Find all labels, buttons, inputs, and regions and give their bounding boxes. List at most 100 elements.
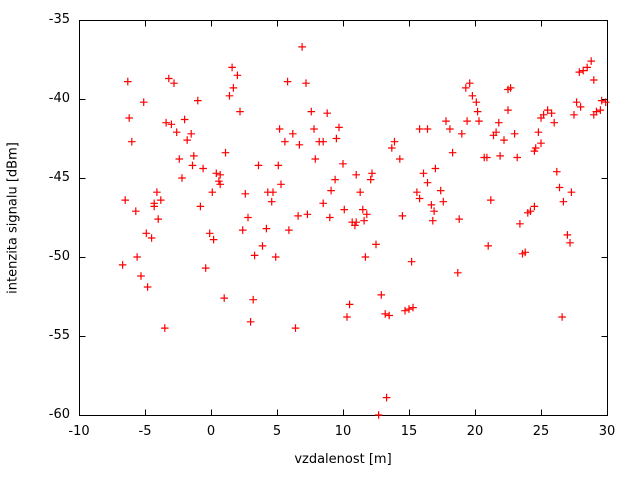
data-point-marker: [352, 171, 360, 179]
data-point-marker: [246, 318, 255, 326]
data-point-marker: [118, 261, 127, 269]
data-point-marker: [143, 283, 152, 291]
data-point-marker: [310, 125, 318, 133]
data-point-marker: [484, 242, 492, 250]
data-point-marker: [473, 107, 482, 116]
data-point-marker: [356, 188, 364, 196]
data-point-marker: [388, 144, 396, 152]
data-point-marker: [212, 169, 221, 178]
data-point-marker: [534, 128, 543, 136]
data-point-marker: [596, 106, 605, 114]
data-point-marker: [216, 180, 224, 189]
data-point-marker: [475, 117, 483, 125]
data-point-marker: [366, 175, 375, 184]
data-point-marker: [311, 155, 320, 163]
y-tick-label: -35: [48, 12, 70, 27]
data-point-marker: [407, 257, 416, 266]
data-point-marker: [175, 155, 184, 163]
data-point-marker: [463, 117, 471, 125]
data-point-marker: [567, 188, 576, 196]
data-point-marker: [298, 43, 306, 51]
data-point-marker: [196, 202, 205, 211]
data-point-marker: [489, 131, 498, 140]
data-point-marker: [566, 239, 574, 247]
data-point-marker: [153, 188, 161, 196]
data-point-marker: [431, 164, 440, 173]
data-point-marker: [572, 98, 581, 106]
data-point-marker: [183, 136, 191, 144]
data-point-marker: [398, 212, 407, 220]
data-point-marker: [559, 197, 568, 206]
data-point-marker: [302, 79, 310, 87]
data-point-marker: [448, 148, 457, 157]
data-point-marker: [167, 120, 176, 129]
data-point-marker: [258, 242, 267, 250]
data-point-marker: [504, 106, 512, 114]
data-point-marker: [576, 103, 585, 111]
data-point-marker: [583, 63, 591, 72]
y-tick-label: -45: [48, 170, 70, 185]
data-point-marker: [271, 253, 280, 261]
data-point-marker: [339, 160, 347, 168]
data-point-marker: [150, 202, 158, 211]
data-point-marker: [530, 147, 539, 155]
data-point-marker: [216, 171, 224, 179]
data-point-marker: [483, 153, 491, 162]
data-point-marker: [172, 128, 181, 136]
data-point-marker: [415, 125, 424, 133]
data-point-marker: [154, 215, 162, 223]
data-point-marker: [430, 207, 438, 215]
data-point-marker: [201, 264, 210, 272]
data-point-marker: [550, 118, 558, 127]
data-point-marker: [319, 199, 327, 208]
data-point-marker: [429, 216, 437, 225]
data-point-marker: [537, 139, 545, 147]
data-point-marker: [516, 220, 524, 228]
x-axis-label: vzdalenost [m]: [294, 452, 392, 467]
y-tick-label: -60: [48, 407, 70, 422]
data-point-marker: [415, 194, 424, 203]
data-point-marker: [133, 253, 141, 261]
data-point-marker: [281, 137, 289, 146]
data-point-marker: [190, 152, 198, 160]
data-point-marker: [521, 248, 529, 257]
data-point-marker: [500, 136, 508, 144]
data-point-marker: [413, 188, 421, 196]
y-tick-label: -40: [48, 91, 70, 106]
data-point-marker: [396, 155, 404, 163]
data-point-marker: [381, 310, 389, 318]
data-point-marker: [563, 231, 572, 239]
data-point-marker: [455, 215, 463, 223]
data-point-marker: [229, 84, 238, 92]
data-point-marker: [142, 229, 151, 238]
data-point-marker: [121, 196, 129, 204]
data-point-marker: [372, 240, 380, 249]
data-point-marker: [423, 125, 432, 133]
data-point-marker: [423, 178, 432, 187]
x-tick-label: 10: [334, 424, 352, 439]
data-point-marker: [468, 92, 477, 100]
data-point-marker: [439, 197, 448, 206]
data-point-marker: [327, 186, 335, 195]
data-point-marker: [209, 235, 218, 244]
data-point-marker: [539, 111, 548, 119]
data-point-marker: [199, 164, 207, 173]
data-point-marker: [291, 324, 300, 332]
data-point-marker: [250, 251, 259, 260]
data-point-marker: [139, 98, 148, 106]
data-point-marker: [283, 77, 292, 86]
data-point-marker: [319, 137, 327, 146]
data-point-marker: [194, 96, 202, 105]
data-point-marker: [137, 272, 145, 280]
data-point-marker: [462, 84, 470, 92]
data-point-marker: [510, 130, 519, 138]
x-tick-label: 5: [272, 424, 282, 439]
data-point-marker: [363, 210, 371, 219]
data-point-marker: [225, 92, 234, 100]
data-point-marker: [241, 190, 250, 198]
data-point-marker: [343, 313, 351, 321]
data-point-marker: [340, 205, 349, 214]
data-point-marker: [132, 207, 140, 215]
data-point-marker: [495, 118, 503, 127]
